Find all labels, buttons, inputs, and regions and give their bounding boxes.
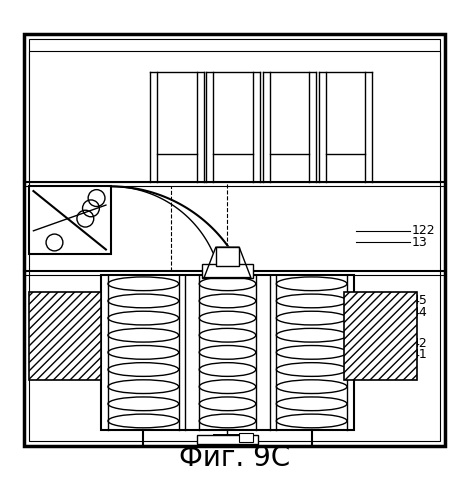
Bar — [29, 291, 101, 380]
Bar — [101, 275, 354, 430]
Bar — [29, 51, 440, 182]
Text: 45: 45 — [411, 294, 427, 307]
Bar — [202, 263, 253, 277]
Text: 122: 122 — [411, 224, 435, 238]
Bar — [344, 291, 417, 380]
Bar — [29, 186, 111, 254]
Bar — [24, 34, 445, 446]
Polygon shape — [204, 247, 251, 277]
Text: 44: 44 — [411, 306, 427, 319]
Text: 41: 41 — [411, 348, 427, 361]
Text: 42: 42 — [411, 336, 427, 349]
Text: 13: 13 — [411, 236, 427, 249]
Bar — [197, 435, 258, 444]
Text: Фиг. 9C: Фиг. 9C — [179, 444, 290, 472]
Bar — [216, 247, 239, 266]
Bar — [29, 39, 440, 441]
Bar — [239, 433, 253, 442]
